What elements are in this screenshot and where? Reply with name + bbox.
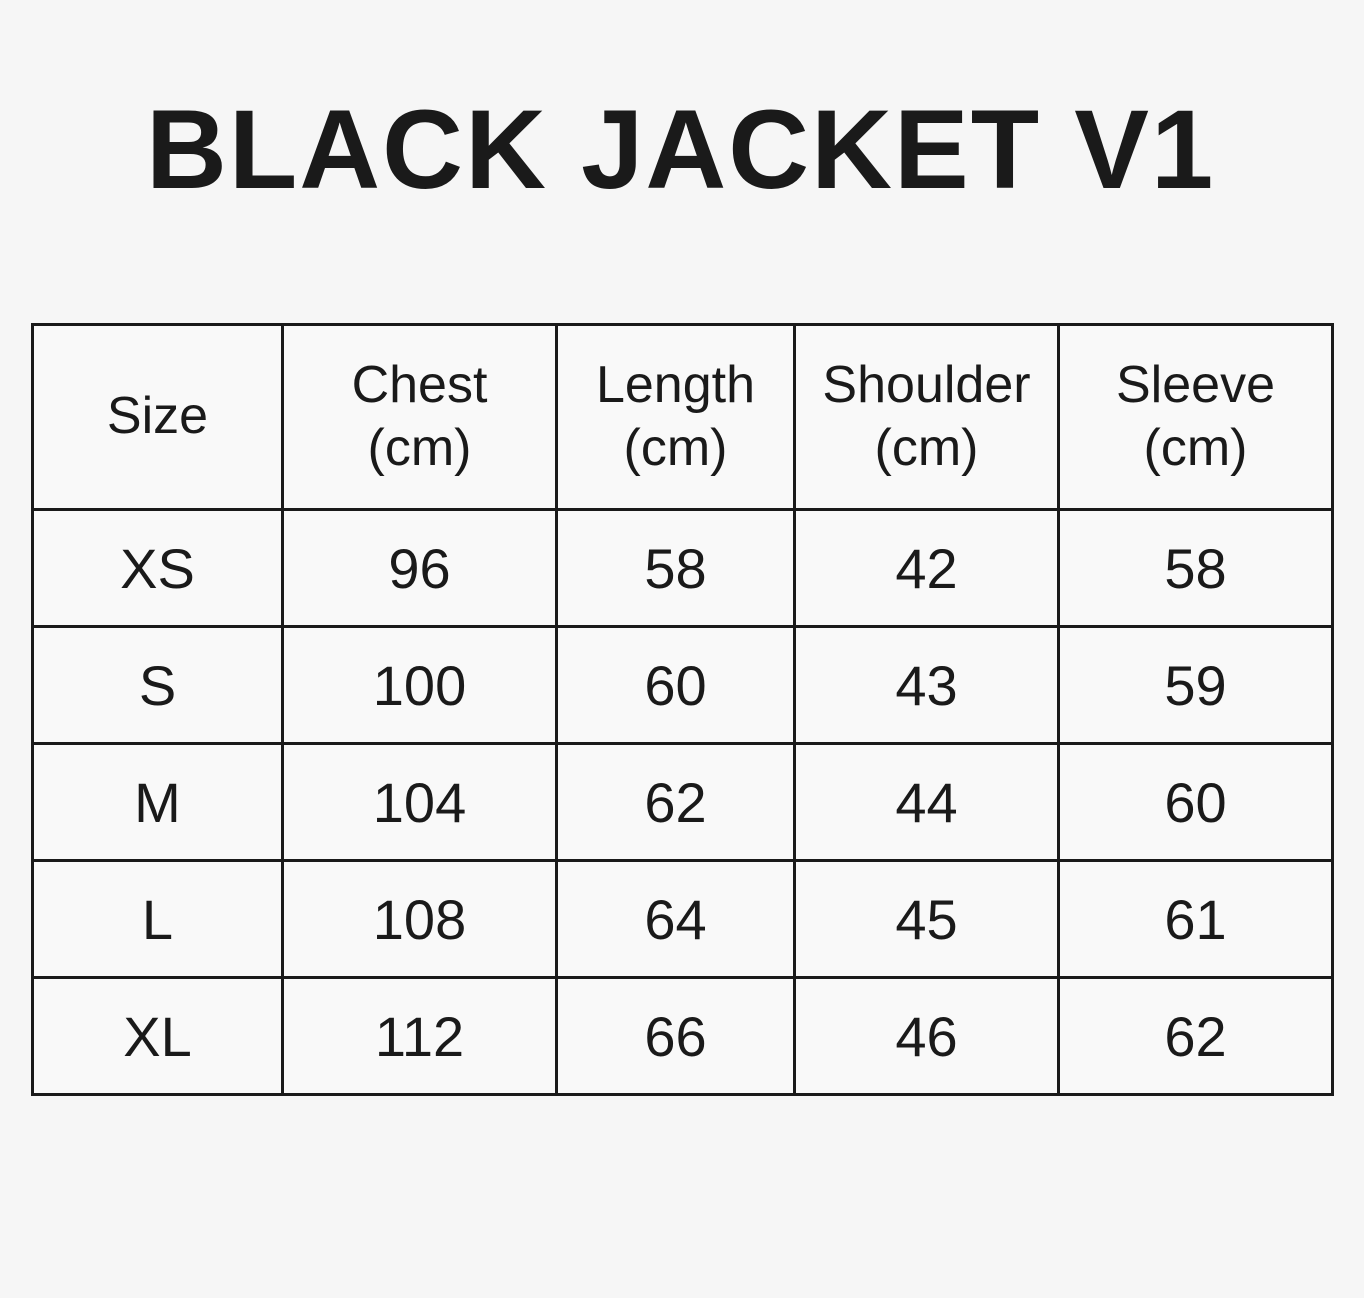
size-cell: M bbox=[31, 742, 284, 862]
size-cell: XS bbox=[31, 508, 284, 628]
length-cell: 60 bbox=[555, 625, 796, 745]
sleeve-cell: 61 bbox=[1057, 859, 1334, 979]
chest-cell: 96 bbox=[281, 508, 558, 628]
sleeve-cell: 60 bbox=[1057, 742, 1334, 862]
column-header-label: Length bbox=[595, 355, 756, 414]
size-cell: XL bbox=[31, 976, 284, 1096]
table-header-row: Size Chest (cm) Length (cm) Shoulder (cm) S… bbox=[31, 323, 1334, 511]
size-cell: L bbox=[31, 859, 284, 979]
table-row: XL 112 66 46 62 bbox=[31, 976, 1334, 1096]
column-header-label: Size bbox=[106, 387, 209, 446]
chest-cell: 108 bbox=[281, 859, 558, 979]
shoulder-cell: 44 bbox=[793, 742, 1060, 862]
column-header-chest: Chest (cm) bbox=[281, 323, 558, 511]
sleeve-cell: 59 bbox=[1057, 625, 1334, 745]
table-row: L 108 64 45 61 bbox=[31, 859, 1334, 979]
shoulder-cell: 43 bbox=[793, 625, 1060, 745]
column-header-unit: (cm) bbox=[623, 419, 728, 477]
column-header-size: Size bbox=[31, 323, 284, 511]
column-header-shoulder: Shoulder (cm) bbox=[793, 323, 1060, 511]
length-cell: 66 bbox=[555, 976, 796, 1096]
column-header-unit: (cm) bbox=[1143, 419, 1248, 477]
chest-cell: 104 bbox=[281, 742, 558, 862]
shoulder-cell: 45 bbox=[793, 859, 1060, 979]
column-header-sleeve: Sleeve (cm) bbox=[1057, 323, 1334, 511]
size-cell: S bbox=[31, 625, 284, 745]
table-row: M 104 62 44 60 bbox=[31, 742, 1334, 862]
column-header-label: Chest bbox=[351, 355, 488, 414]
length-cell: 62 bbox=[555, 742, 796, 862]
length-cell: 58 bbox=[555, 508, 796, 628]
column-header-label: Sleeve bbox=[1116, 355, 1275, 414]
sleeve-cell: 58 bbox=[1057, 508, 1334, 628]
column-header-label: Shoulder bbox=[822, 355, 1031, 414]
column-header-unit: (cm) bbox=[367, 419, 472, 477]
shoulder-cell: 42 bbox=[793, 508, 1060, 628]
page-title: BLACK JACKET V1 bbox=[146, 87, 1216, 212]
chest-cell: 100 bbox=[281, 625, 558, 745]
sleeve-cell: 62 bbox=[1057, 976, 1334, 1096]
shoulder-cell: 46 bbox=[793, 976, 1060, 1096]
chest-cell: 112 bbox=[281, 976, 558, 1096]
size-chart-table: Size Chest (cm) Length (cm) Shoulder (cm) S… bbox=[31, 323, 1334, 1096]
table-row: XS 96 58 42 58 bbox=[31, 508, 1334, 628]
column-header-unit: (cm) bbox=[874, 419, 979, 477]
column-header-length: Length (cm) bbox=[555, 323, 796, 511]
table-row: S 100 60 43 59 bbox=[31, 625, 1334, 745]
length-cell: 64 bbox=[555, 859, 796, 979]
